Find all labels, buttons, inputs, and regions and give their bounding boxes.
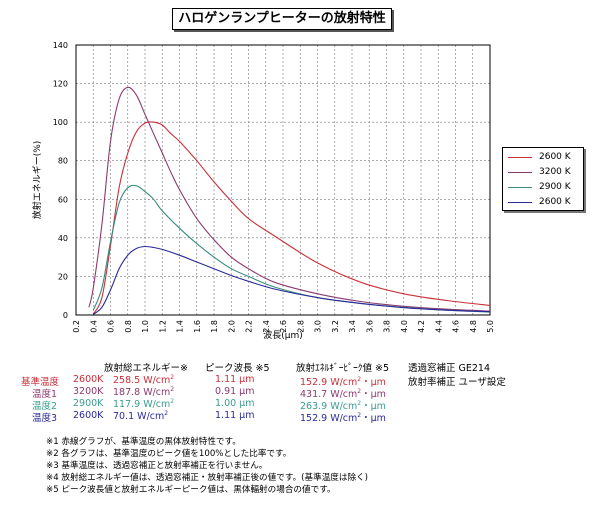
row-peak: 0.91 μm bbox=[215, 386, 255, 397]
row-temp: 2600K bbox=[73, 374, 104, 385]
row-peak-value: 431.7 W/cm2・μm bbox=[300, 387, 386, 400]
chart-svg: 0.2 0.4 0.6 0.8 1.0 1.2 1.4 1.6 1.8 2.0 2.2 2.4 2.6 2… bbox=[31, 41, 495, 340]
legend-swatch bbox=[508, 187, 532, 188]
x-tick-label: 4.0 bbox=[400, 320, 409, 333]
legend-item: 3200 K bbox=[503, 166, 583, 179]
legend-item: 2600 K bbox=[503, 151, 583, 164]
x-tick-label: 4.8 bbox=[469, 320, 478, 333]
x-tick-label: 0.4 bbox=[89, 320, 98, 333]
window-correction: 透過窓補正 GE214 bbox=[408, 363, 491, 374]
legend-item: 2900 K bbox=[503, 181, 583, 194]
x-tick-label: 3.2 bbox=[331, 320, 340, 333]
x-tick-label: 3.8 bbox=[383, 320, 392, 333]
x-tick-label: 4.6 bbox=[452, 320, 461, 333]
x-tick-label: 0.6 bbox=[107, 320, 116, 333]
emissivity-correction: 放射率補正 ユーザ設定 bbox=[408, 377, 506, 388]
note-2: ※2 各グラフは、基準温度のピーク値を100%とした比率です。 bbox=[46, 449, 292, 459]
header-peak-wavelength: ピーク波長 ※5 bbox=[205, 363, 270, 374]
legend-label: 2900 K bbox=[539, 182, 571, 192]
plot-area bbox=[75, 44, 491, 316]
x-tick-label: 3.0 bbox=[314, 320, 323, 333]
y-tick-label: 80 bbox=[58, 157, 68, 166]
x-tick-label: 2.4 bbox=[262, 320, 271, 333]
row-peak-value: 152.9 W/cm2・μm bbox=[300, 411, 386, 424]
x-tick-label: 0.8 bbox=[124, 320, 133, 333]
x-axis-label: 波長(μm) bbox=[263, 329, 303, 340]
row-peak: 1.11 μm bbox=[215, 374, 255, 385]
row-temp: 2900K bbox=[73, 398, 104, 409]
legend-label: 2600 K bbox=[539, 197, 571, 207]
x-tick-label: 3.4 bbox=[348, 320, 357, 333]
header-energy: 放射総エネルギー※ bbox=[104, 363, 188, 374]
y-tick-label: 60 bbox=[58, 195, 68, 204]
results-table: 放射総エネルギー※ ピーク波長 ※5 放射ｴﾈﾙｷﾞｰﾋﾟｰｸ値 ※5 基準温度… bbox=[0, 360, 608, 430]
legend-swatch bbox=[508, 172, 532, 173]
series-lines bbox=[88, 86, 491, 315]
x-tick-label: 1.0 bbox=[141, 320, 150, 333]
row-temp: 2600K bbox=[73, 410, 104, 421]
legend-item: 2600 K bbox=[503, 196, 583, 209]
row-energy: 70.1 W/cm2 bbox=[113, 410, 169, 423]
legend-label: 3200 K bbox=[539, 167, 571, 177]
row-label: 基準温度 bbox=[21, 377, 60, 388]
x-tick-label: 1.6 bbox=[193, 320, 202, 333]
row-energy: 117.9 W/cm2 bbox=[113, 398, 175, 411]
row-peak: 1.11 μm bbox=[215, 410, 255, 421]
note-1: ※1 赤線グラフが、基準温度の黒体放射特性です。 bbox=[46, 437, 241, 447]
series-line bbox=[92, 245, 491, 315]
series-line bbox=[88, 86, 491, 312]
x-tick-label: 2.2 bbox=[245, 320, 254, 333]
header-peak-value: 放射ｴﾈﾙｷﾞｰﾋﾟｰｸ値 ※5 bbox=[296, 363, 390, 374]
y-tick-label: 140 bbox=[53, 41, 68, 50]
legend: 2600 K 3200 K 2900 K 2600 K bbox=[502, 147, 584, 211]
row-energy: 187.8 W/cm2 bbox=[113, 386, 175, 399]
x-tick-label: 0.2 bbox=[72, 320, 81, 333]
legend-label: 2600 K bbox=[539, 152, 571, 162]
x-tick-label: 4.4 bbox=[434, 320, 443, 333]
axis-tick-labels: 0.2 0.4 0.6 0.8 1.0 1.2 1.4 1.6 1.8 2.0 2.2 2.4 2.6 2… bbox=[53, 41, 495, 333]
row-temp: 3200K bbox=[73, 386, 104, 397]
x-tick-label: 4.2 bbox=[417, 320, 426, 333]
row-label: 温度3 bbox=[32, 413, 58, 424]
note-4: ※4 放射総エネルギー値は、透過窓補正・放射率補正後の値です。(基準温度は除く) bbox=[46, 473, 369, 483]
note-5: ※5 ピーク波長値と放射エネルギーピーク値は、黒体輻射の場合の値です。 bbox=[46, 485, 336, 495]
x-tick-label: 1.4 bbox=[176, 320, 185, 333]
y-tick-label: 0 bbox=[63, 311, 68, 320]
x-tick-label: 2.0 bbox=[227, 320, 236, 333]
x-tick-label: 3.6 bbox=[365, 320, 374, 333]
note-3: ※3 基準温度は、透過窓補正と放射率補正を行いません。 bbox=[46, 461, 268, 471]
row-peak-value: 263.9 W/cm2・μm bbox=[300, 399, 386, 412]
row-energy: 258.5 W/cm2 bbox=[113, 374, 175, 387]
y-tick-label: 20 bbox=[58, 272, 68, 281]
x-tick-label: 1.8 bbox=[210, 320, 219, 333]
x-tick-label: 1.2 bbox=[158, 320, 167, 333]
row-peak: 1.00 μm bbox=[215, 398, 255, 409]
y-tick-label: 100 bbox=[53, 118, 68, 127]
grid-lines bbox=[76, 45, 490, 315]
y-tick-label: 40 bbox=[58, 234, 68, 243]
x-tick-label: 5.0 bbox=[486, 320, 495, 333]
x-tick-label: 2.6 bbox=[279, 320, 288, 333]
legend-swatch bbox=[508, 202, 532, 203]
x-tick-label: 2.8 bbox=[296, 320, 305, 333]
y-axis-label: 放射エネルギー(%) bbox=[31, 141, 43, 220]
y-tick-label: 120 bbox=[53, 80, 68, 89]
series-line bbox=[92, 121, 491, 315]
row-label: 温度1 bbox=[32, 389, 58, 400]
row-peak-value: 152.9 W/cm2・μm bbox=[300, 375, 386, 388]
row-label: 温度2 bbox=[32, 401, 58, 412]
legend-swatch bbox=[508, 157, 532, 158]
chart-title: ハロゲンランプヒーターの放射特性 bbox=[172, 8, 392, 30]
